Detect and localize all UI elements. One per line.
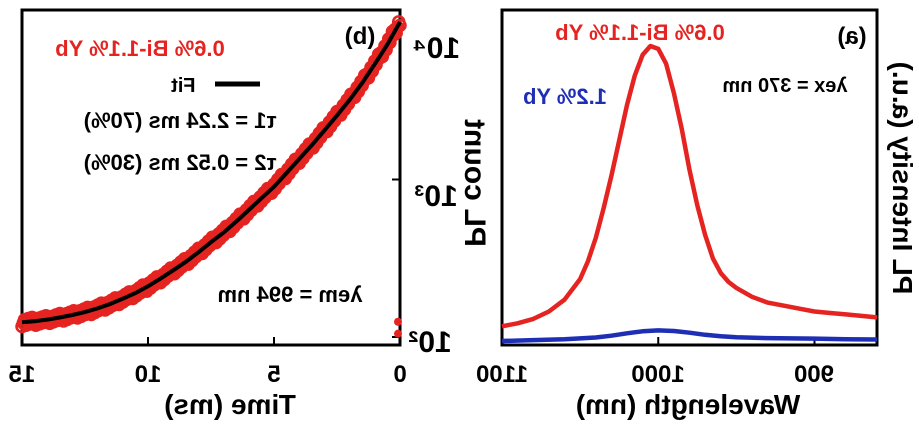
spectra-line-yb <box>501 328 878 344</box>
spectra-legend-yb: 1.2% Yb <box>523 84 607 109</box>
spectra-panel: 1100 1000 900 Wavelength (nm) PL count P… <box>458 8 918 420</box>
decay-data-point <box>394 329 402 338</box>
decay-lambda-em-annotation: λem = 994 nm <box>218 282 363 307</box>
decay-xtick-10: 10 <box>135 361 162 388</box>
decay-data-point <box>394 317 402 326</box>
spectra-panel-label: (a) <box>837 23 866 50</box>
decay-xaxis-label: Time (ms) <box>164 389 296 420</box>
spectra-legend-bi-yb: 0.6% Bi-1.1% Yb <box>555 20 725 45</box>
decay-panel: 15 10 5 0 Time (ms) 10⁴ 10³ 10² (b) 0.6%… <box>9 8 460 420</box>
decay-ytick-10e3: 10³ <box>414 180 457 213</box>
spectra-xtick-1100: 1100 <box>476 361 528 388</box>
spectra-data-layer <box>501 43 878 344</box>
spectra-xtick-1000: 1000 <box>631 361 684 388</box>
decay-plot-frame <box>20 8 402 347</box>
decay-ytick-10e4: 10⁴ <box>412 32 460 65</box>
decay-legend-fit-label: Fit <box>171 75 196 97</box>
decay-panel-label: (b) <box>345 23 376 50</box>
decay-fit-line <box>21 21 402 325</box>
spectra-lambda-ex-annotation: λex = 370 nm <box>722 75 847 97</box>
decay-ytick-10e2: 10² <box>408 326 451 359</box>
decay-data-layer <box>15 15 407 338</box>
spectra-line-bi-yb <box>501 43 878 329</box>
spectra-plot-frame <box>500 8 879 347</box>
decay-tau1-annotation: τ1 = 2.24 ms (70%) <box>84 108 277 133</box>
decay-xtick-0: 0 <box>393 361 406 388</box>
spectra-inner-ylabel: PL count <box>458 119 491 247</box>
decay-xtick-15: 15 <box>9 361 36 388</box>
decay-data-point <box>393 18 407 33</box>
decay-legend-sample: 0.6% Bi-1.1% Yb <box>55 36 225 61</box>
decay-xtick-5: 5 <box>267 361 280 388</box>
decay-tau2-annotation: τ2 = 0.52 ms (30%) <box>84 150 277 175</box>
spectra-ylabel: PL Intensity (a.u.) <box>887 62 918 295</box>
spectra-xtick-900: 900 <box>794 361 834 388</box>
spectra-xaxis-label: Wavelength (nm) <box>576 389 801 420</box>
